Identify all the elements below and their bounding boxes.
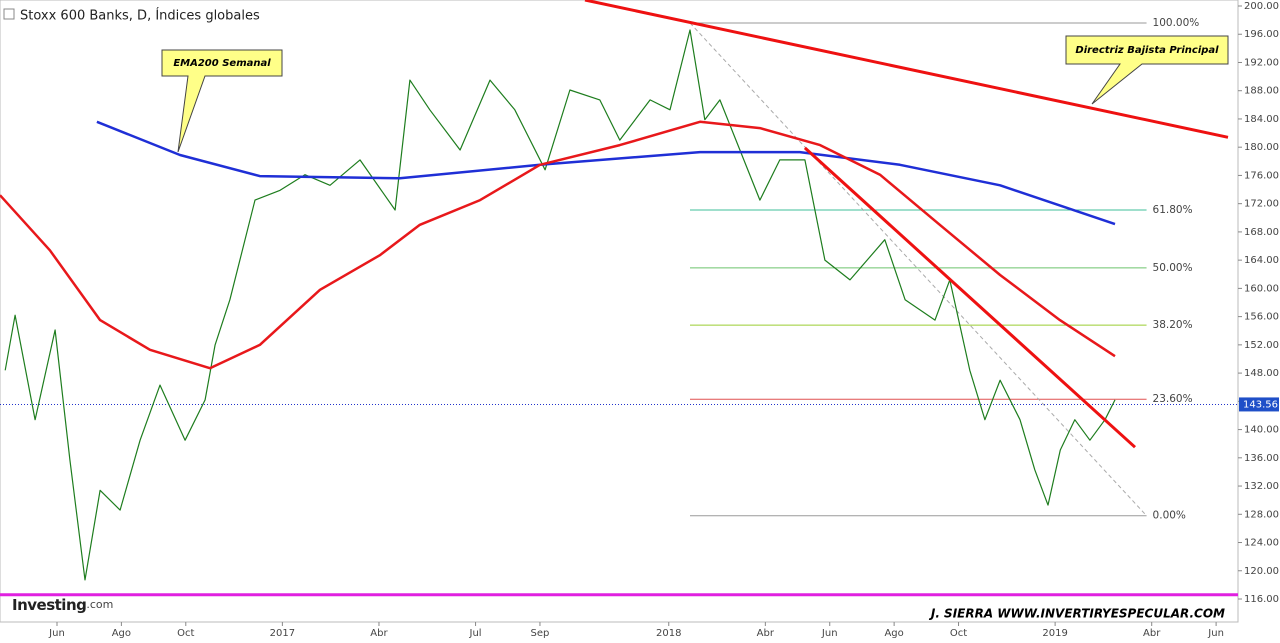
y-tick-label: 196.00 [1244,29,1279,40]
y-tick-label: 136.00 [1244,453,1279,464]
y-tick-label: 188.00 [1244,86,1279,97]
x-tick-label: Jun [821,628,838,639]
last-price-label: 143.56 [1243,399,1278,410]
y-tick-label: 192.00 [1244,57,1279,68]
series-line [0,120,1116,370]
y-tick-label: 176.00 [1244,170,1279,181]
fib-label: 50.00% [1153,262,1193,274]
series-line [96,120,1116,226]
trendline [584,0,1229,139]
y-tick-label: 124.00 [1244,538,1279,549]
annotation: EMA200 Semanal [173,58,271,69]
y-tick-label: 172.00 [1244,199,1279,210]
fib-label: 38.20% [1153,319,1193,331]
x-tick-label: Ago [112,628,131,639]
x-tick-label: Jul [469,628,482,639]
y-tick-label: 116.00 [1244,594,1279,605]
fib-label: 100.00% [1153,17,1200,29]
fib-label: 61.80% [1153,204,1193,216]
y-tick-label: 128.00 [1244,509,1279,520]
y-tick-label: 180.00 [1244,142,1279,153]
y-tick-label: 132.00 [1244,481,1279,492]
title-icon [3,8,15,20]
x-tick-label: 2019 [1042,628,1067,639]
x-tick-label: 2017 [270,628,295,639]
annotation: Directriz Bajista Principal [1075,45,1219,56]
x-tick-label: Jun [1207,628,1224,639]
signature: J. SIERRA WWW.INVERTIRYESPECULAR.COM [929,607,1225,621]
callout [161,49,283,153]
x-tick-label: Ago [884,628,903,639]
x-tick-label: Sep [531,628,550,639]
x-tick-label: 2018 [656,628,681,639]
last-price-box [1239,397,1279,412]
y-tick-label: 120.00 [1244,566,1279,577]
x-tick-label: Abr [757,628,775,639]
x-tick-label: Oct [950,628,967,639]
y-tick-label: 152.00 [1244,340,1279,351]
chart-title: Stoxx 600 Banks, D, Índices globales [20,8,260,24]
plot: 100.00% 61.80% 50.00% 38.20% 23.60% 0.00% [0,0,1242,626]
source-logo: Investing.com [12,596,113,614]
y-tick-label: 164.00 [1244,255,1279,266]
plot-frame [0,0,1239,623]
series-line [4,29,1116,581]
x-tick-label: Abr [1143,628,1161,639]
y-tick-label: 184.00 [1244,114,1279,125]
y-tick-label: 168.00 [1244,227,1279,238]
x-tick-label: Jun [48,628,65,639]
x-tick-label: Abr [370,628,388,639]
fib-label: 0.00% [1153,510,1186,522]
source: Investing [12,596,86,614]
fib-label: 23.60% [1153,393,1193,405]
x-tick-label: Oct [177,628,194,639]
callout [1065,35,1229,105]
trendline [803,146,1137,449]
y-tick-label: 140.00 [1244,425,1279,436]
source-suffix: .com [86,598,113,611]
y-tick-label: 200.00 [1244,1,1279,12]
y-tick-label: 160.00 [1244,283,1279,294]
y-tick-label: 156.00 [1244,312,1279,323]
y-tick-label: 148.00 [1244,368,1279,379]
